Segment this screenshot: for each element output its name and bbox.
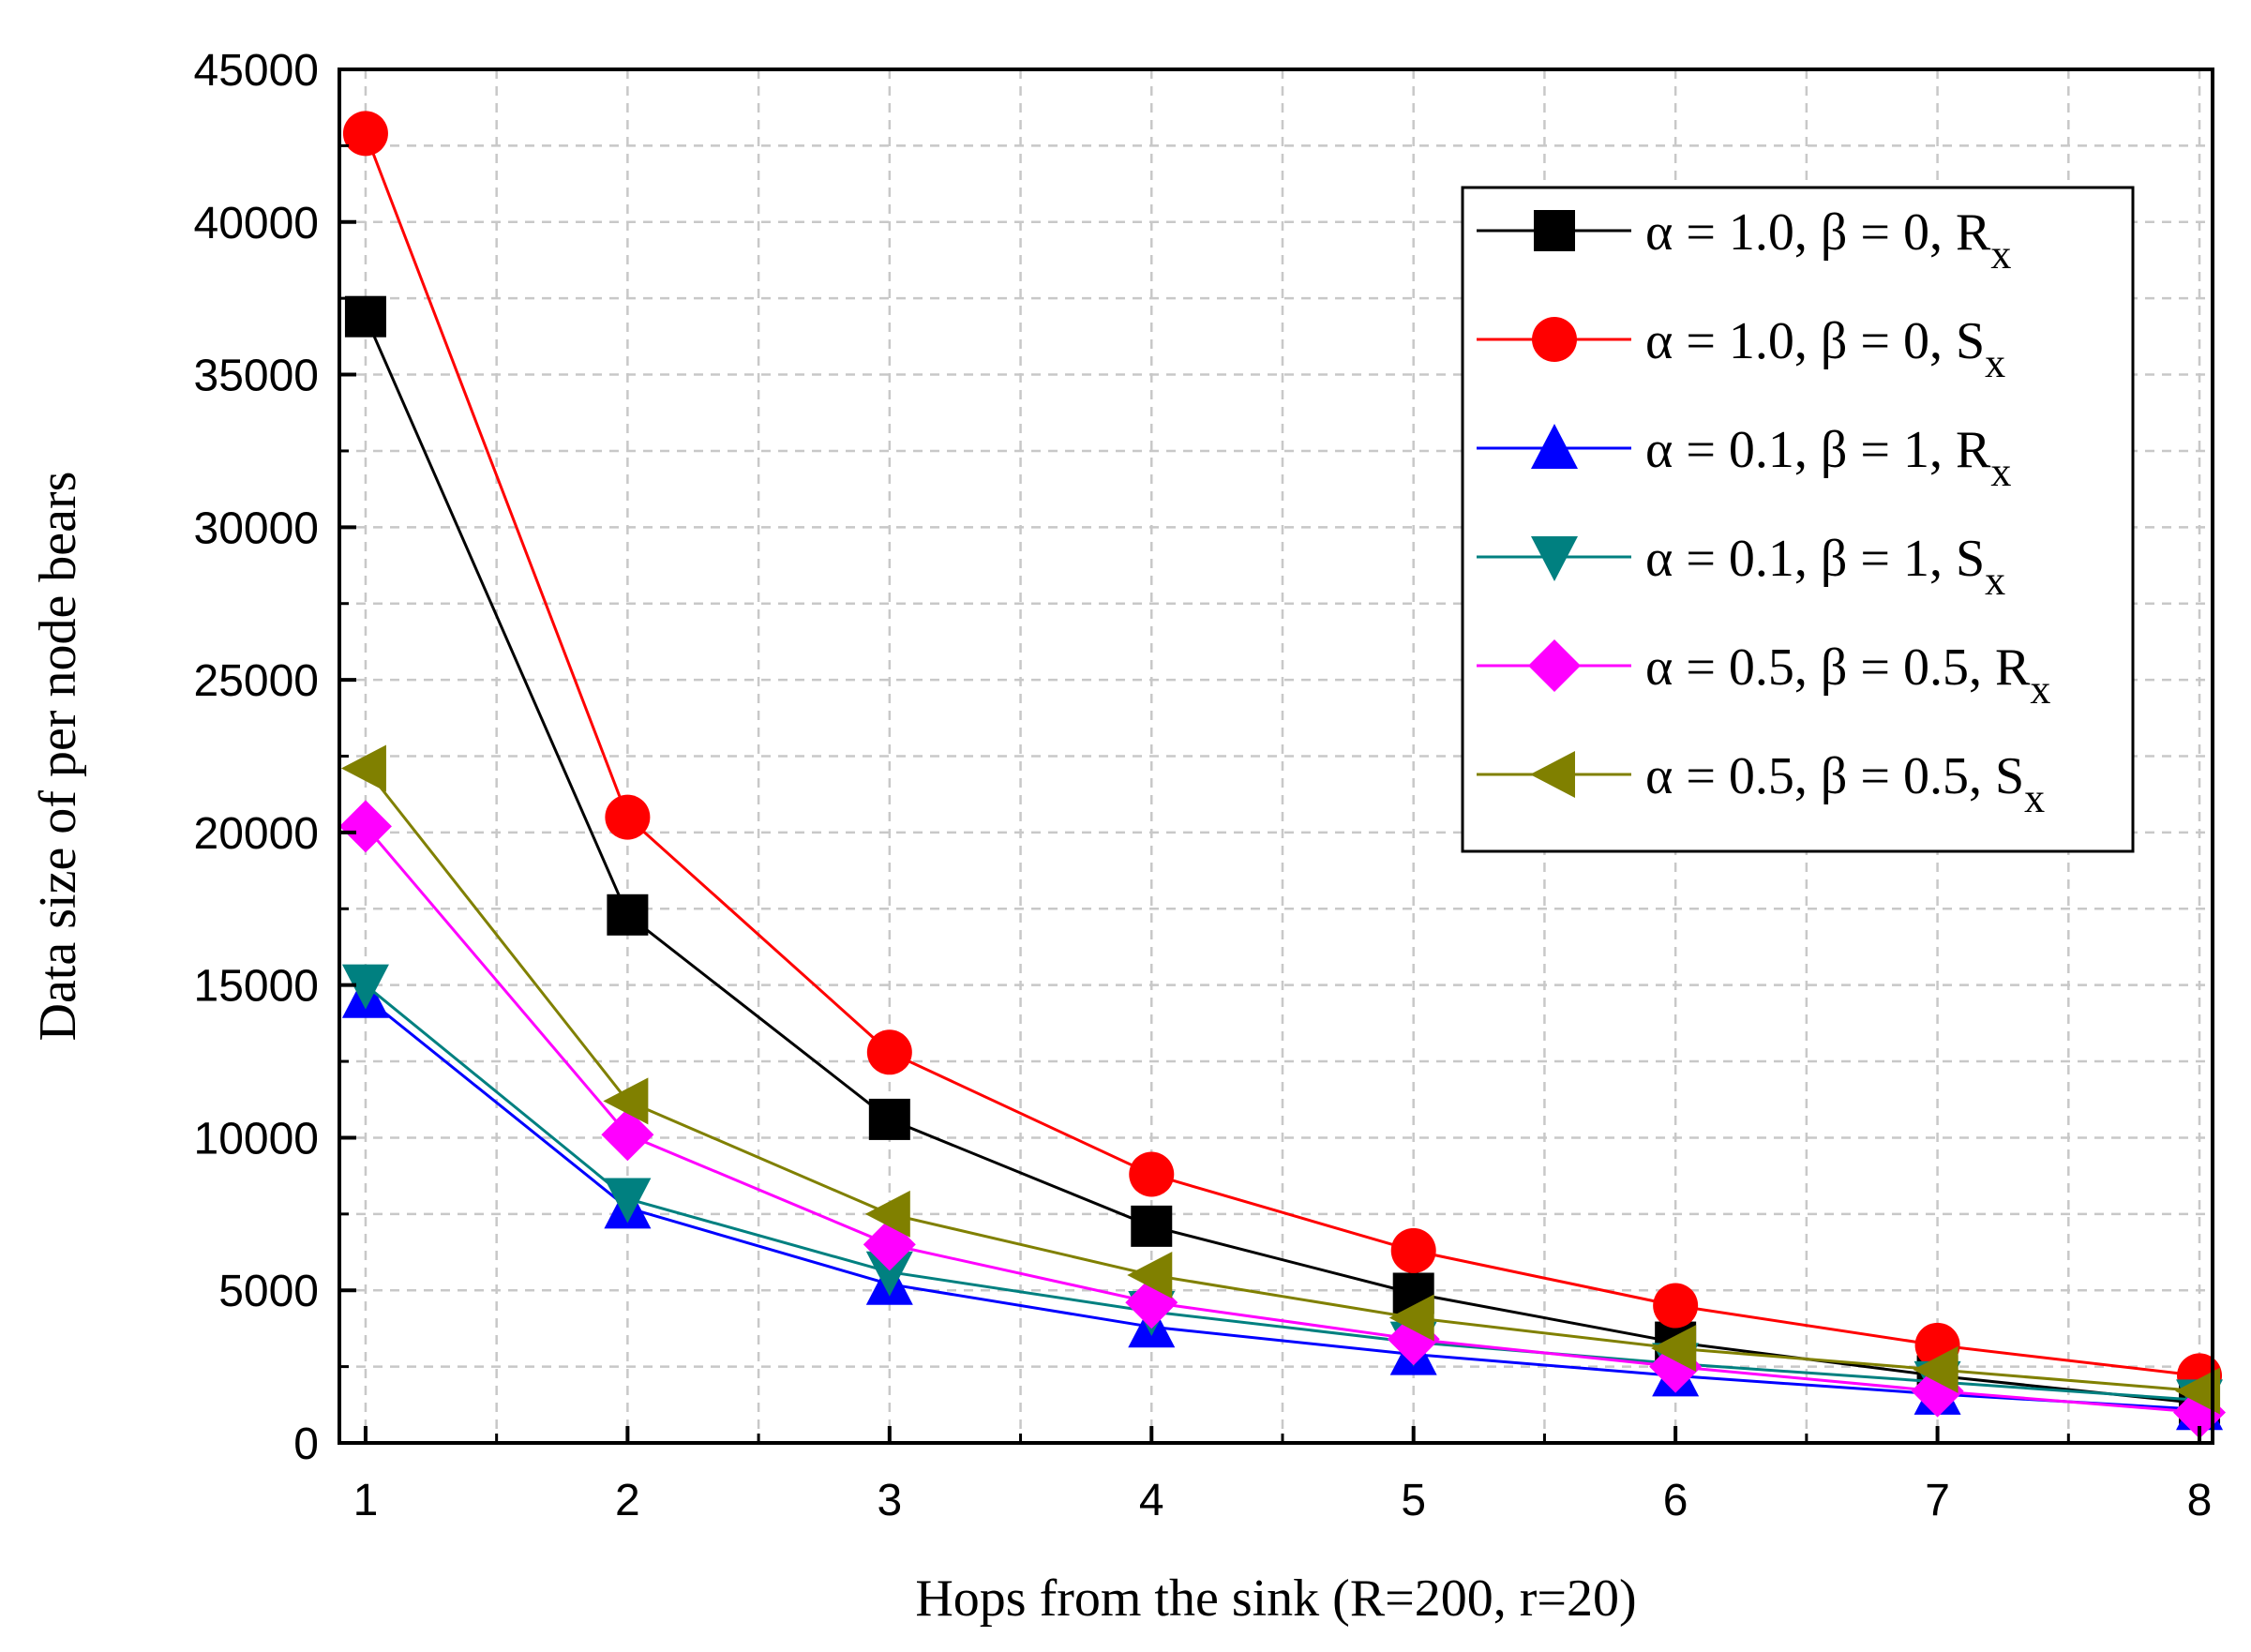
x-tick-label: 7 [1925, 1476, 1950, 1525]
data-point [338, 800, 392, 853]
x-axis-title: Hops from the sink (R=200, r=20) [915, 1569, 1636, 1628]
legend-subscript: x [2030, 667, 2050, 713]
tick-labels: 1 2 3 4 5 6 7 8 0 5000 10000 15000 20000 25000 30000 35… [194, 46, 2213, 1525]
legend-marker [1531, 424, 1578, 469]
series-line [364, 984, 2200, 1402]
x-tick-label: 2 [615, 1476, 640, 1525]
series-line [364, 996, 2200, 1411]
series-line [364, 767, 2200, 1393]
data-point [607, 894, 649, 936]
legend-subscript: x [2024, 775, 2045, 821]
data-point [341, 964, 389, 1010]
series-line [364, 132, 2200, 1377]
x-tick-label: 1 [353, 1476, 379, 1525]
y-tick-label: 15000 [194, 962, 319, 1012]
data-point [344, 295, 386, 338]
series-line [364, 825, 2200, 1414]
x-tick-label: 5 [1401, 1476, 1426, 1525]
data-point [603, 1077, 649, 1125]
y-tick-label: 25000 [194, 656, 319, 706]
legend-marker [1531, 536, 1578, 581]
legend-subscript: x [1985, 558, 2005, 604]
data-point [342, 111, 388, 157]
series-layer [338, 111, 2227, 1439]
data-point [604, 1178, 652, 1224]
data-point [865, 1251, 913, 1297]
x-tick-label: 3 [877, 1476, 902, 1525]
data-point [2175, 1367, 2221, 1415]
data-point [1653, 1283, 1699, 1329]
data-point [866, 1029, 912, 1075]
legend: α = 1.0, β = 0, Rxα = 1.0, β = 0, Sxα = … [1461, 186, 2135, 853]
y-tick-label: 40000 [194, 199, 319, 248]
x-tick-label: 6 [1663, 1476, 1688, 1525]
y-tick-label: 30000 [194, 503, 319, 553]
legend-subscript: x [1985, 340, 2005, 386]
data-point [868, 1098, 910, 1140]
data-point [1388, 1294, 1434, 1342]
legend-subscript: x [1990, 232, 2011, 278]
axis-ticks [339, 68, 2202, 1445]
legend-subscript: x [1990, 449, 2011, 495]
y-axis-title: Data size of per node bears [29, 472, 87, 1042]
data-point [605, 794, 651, 840]
data-point [340, 744, 386, 792]
y-tick-label: 5000 [218, 1267, 319, 1316]
legend-marker [1530, 751, 1575, 798]
legend-box [1461, 186, 2135, 853]
data-point [1651, 1325, 1697, 1373]
x-tick-label: 8 [2187, 1476, 2213, 1525]
y-tick-label: 20000 [194, 809, 319, 859]
legend-marker [1528, 639, 1581, 692]
data-point [1913, 1345, 1958, 1393]
y-tick-label: 35000 [194, 352, 319, 401]
y-tick-label: 45000 [194, 46, 319, 96]
x-tick-label: 4 [1139, 1476, 1164, 1525]
series-5 [340, 744, 2221, 1415]
legend-marker [1534, 210, 1575, 251]
data-point [601, 1108, 654, 1162]
data-point [1127, 1251, 1173, 1299]
y-tick-label: 10000 [194, 1114, 319, 1164]
series-1 [342, 111, 2223, 1399]
data-point [864, 1190, 910, 1238]
data-point [1390, 1227, 1436, 1273]
legend-marker [1532, 317, 1577, 362]
series-line [364, 316, 2200, 1405]
data-point [1129, 1151, 1175, 1197]
y-tick-label: 0 [293, 1419, 319, 1469]
data-point [1131, 1205, 1173, 1247]
